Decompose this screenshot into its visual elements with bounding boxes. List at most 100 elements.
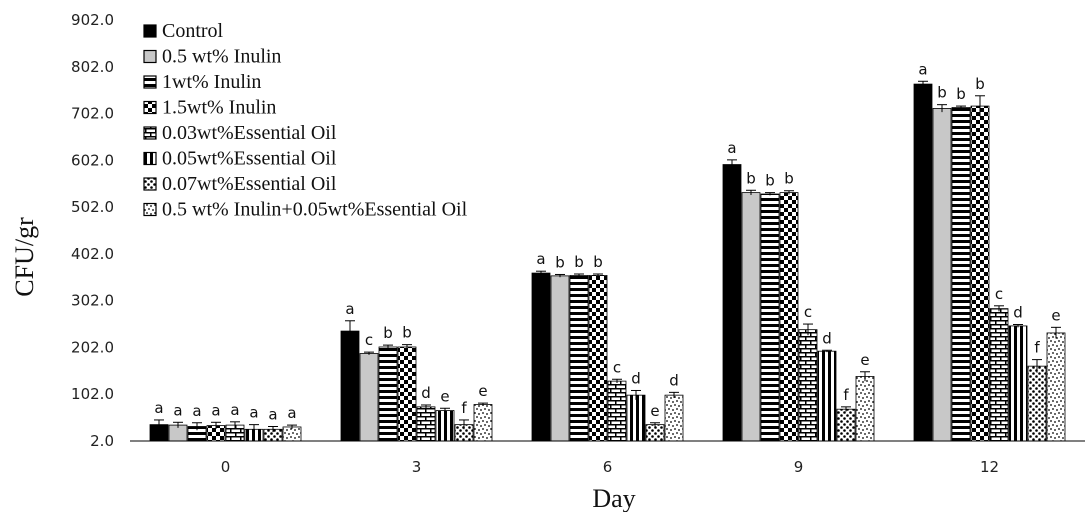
- legend-label: 1wt% Inulin: [162, 71, 261, 93]
- x-tick-label: 0: [221, 458, 231, 476]
- y-tick-label: 902.0: [71, 11, 114, 29]
- significance-letter: d: [631, 369, 641, 387]
- significance-letter: b: [937, 84, 947, 102]
- significance-letter: a: [268, 405, 277, 423]
- significance-letter: e: [1051, 306, 1060, 324]
- significance-letter: e: [860, 351, 869, 369]
- significance-letter: b: [956, 85, 966, 103]
- bar: [569, 275, 589, 442]
- bar: [760, 193, 780, 442]
- x-tick-label: 6: [603, 458, 613, 476]
- significance-letter: f: [461, 399, 467, 417]
- significance-letter: a: [211, 401, 220, 419]
- y-tick-label: 402.0: [71, 245, 114, 263]
- legend-swatch: [143, 177, 157, 191]
- significance-letter: a: [192, 402, 201, 420]
- significance-letter: a: [249, 404, 258, 422]
- significance-letter: a: [345, 300, 354, 318]
- y-tick-label: 802.0: [71, 58, 114, 76]
- bars: [149, 83, 1066, 442]
- significance-letter: b: [746, 169, 756, 187]
- y-tick-label: 302.0: [71, 292, 114, 310]
- x-tick-label: 9: [794, 458, 804, 476]
- bar: [798, 329, 818, 442]
- legend-swatch: [143, 202, 157, 217]
- significance-letter: c: [365, 331, 373, 349]
- bar: [1027, 365, 1047, 442]
- x-axis-ticks: 0 3 6 9 12: [221, 458, 999, 476]
- y-tick-label: 502.0: [71, 198, 114, 216]
- error-bars: [154, 80, 1061, 434]
- legend-swatch: [143, 75, 157, 89]
- bar: [836, 408, 856, 442]
- y-tick-label: 702.0: [71, 105, 114, 123]
- bar: [340, 330, 360, 442]
- significance-letter: a: [173, 401, 182, 419]
- bar: [1008, 325, 1028, 442]
- bar: [645, 424, 665, 442]
- legend-label: 0.05wt%Essential Oil: [162, 148, 337, 170]
- significance-letter: b: [975, 75, 985, 93]
- significance-letter: e: [650, 402, 659, 420]
- bar: [779, 192, 799, 442]
- significance-letter: a: [287, 404, 296, 422]
- x-tick-label: 3: [412, 458, 422, 476]
- significance-letter: d: [1013, 304, 1023, 322]
- legend-swatch: [143, 100, 157, 115]
- bar: [397, 346, 417, 442]
- bar: [607, 380, 627, 442]
- legend-label: Control: [162, 20, 224, 42]
- bar: [970, 105, 990, 442]
- bar: [359, 353, 379, 442]
- bar: [951, 107, 971, 442]
- bar: [855, 376, 875, 442]
- bar: [1046, 332, 1066, 442]
- legend-swatch: [143, 24, 157, 38]
- significance-letter: a: [230, 401, 239, 419]
- legend-label: 1.5wt% Inulin: [162, 97, 276, 119]
- legend: Control 0.5 wt% Inulin 1wt% Inulin 1.5wt% I…: [143, 20, 468, 221]
- y-tick-label: 602.0: [71, 151, 114, 169]
- significance-letter: c: [804, 303, 812, 321]
- legend-swatch: [143, 49, 157, 64]
- legend-label: 0.5 wt% Inulin: [162, 46, 281, 68]
- bar: [416, 406, 436, 442]
- significance-letter: a: [918, 60, 927, 78]
- bar: [932, 108, 952, 442]
- legend-swatch: [143, 151, 157, 166]
- significance-letter: b: [784, 170, 794, 188]
- legend-label: 0.03wt%Essential Oil: [162, 122, 337, 144]
- y-tick-label: 102.0: [71, 385, 114, 403]
- significance-letter: a: [727, 139, 736, 157]
- bar: [817, 350, 837, 442]
- bar: [722, 164, 742, 442]
- significance-letter: c: [995, 285, 1003, 303]
- legend-label: 0.07wt%Essential Oil: [162, 173, 337, 195]
- bar: [989, 308, 1009, 442]
- significance-letter: b: [593, 253, 603, 271]
- significance-letter: a: [154, 399, 163, 417]
- y-axis-ticks: 2.0 102.0 202.0 302.0 402.0 502.0 602.0 702.0 80…: [71, 11, 114, 450]
- y-tick-label: 2.0: [90, 432, 114, 450]
- bar: [664, 394, 684, 442]
- legend-swatch: [143, 126, 157, 140]
- significance-letter: b: [765, 172, 775, 190]
- bar: [741, 192, 761, 442]
- bar: [378, 346, 398, 442]
- significance-letter: c: [613, 358, 621, 376]
- significance-letter: f: [843, 386, 849, 404]
- significance-letter: b: [555, 253, 565, 271]
- bar: [626, 394, 646, 442]
- significance-letter: b: [574, 253, 584, 271]
- significance-letter: b: [402, 324, 412, 342]
- significance-letter: a: [536, 250, 545, 268]
- significance-letter: f: [1034, 339, 1040, 357]
- bar: [435, 410, 455, 442]
- bar: [282, 426, 302, 442]
- x-axis-title: Day: [592, 484, 635, 512]
- significance-letter: e: [478, 382, 487, 400]
- significance-letter: e: [440, 387, 449, 405]
- x-tick-label: 12: [980, 458, 999, 476]
